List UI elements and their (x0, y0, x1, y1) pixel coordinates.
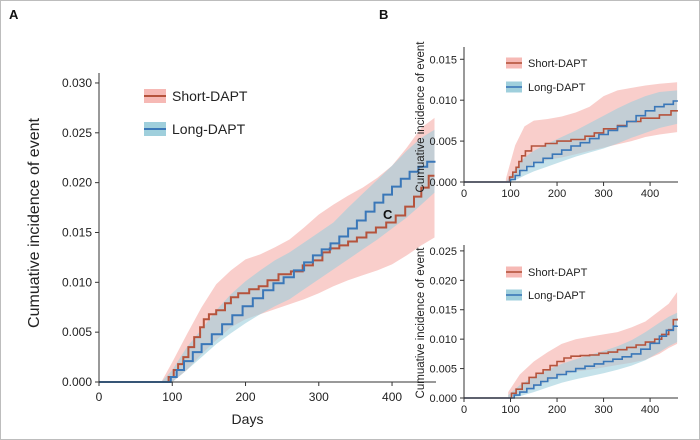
y-tick-label: 0.025 (62, 126, 92, 140)
y-tick-label: 0.025 (429, 246, 457, 258)
x-tick-label: 400 (641, 188, 659, 200)
panel-b: B 0 100 200 300 400 0.000 0.005 0.010 0.015Cumua… (379, 7, 678, 200)
series-line-short-dapt-c (464, 318, 678, 399)
x-axis-label: Days (232, 411, 264, 427)
x-tick-label: 0 (96, 390, 103, 404)
x-tick-label: 300 (594, 404, 612, 416)
x-tick-label: 0 (461, 404, 467, 416)
y-tick-label: 0.015 (62, 225, 92, 239)
y-tick-label: 0.005 (429, 364, 457, 376)
legend-label-long-dapt: Long-DAPT (528, 290, 586, 302)
y-axis-label: Cumuative incidence of event (415, 247, 427, 399)
panel-c: C 0 100 200 300 400 0.000 0.005 0.010 0.015 0.020… (383, 207, 678, 416)
x-tick-label: 100 (501, 188, 519, 200)
y-axis-label: Cumuative incidence of event (26, 118, 43, 328)
series-line-long-dapt-c (464, 325, 678, 399)
panel-c-letter: C (383, 207, 393, 222)
y-tick-label: 0.005 (429, 136, 457, 148)
series-line-long-dapt-b (464, 100, 678, 183)
x-tick-label: 200 (236, 390, 256, 404)
x-tick-label: 300 (594, 188, 612, 200)
legend-label-long-dapt: Long-DAPT (528, 82, 586, 94)
band-long-dapt-a (161, 129, 435, 382)
y-tick-label: 0.030 (62, 76, 92, 90)
x-tick-label: 200 (548, 404, 566, 416)
series-line-long-dapt-a (99, 160, 436, 383)
y-tick-label: 0.010 (62, 275, 92, 289)
y-tick-label: 0.000 (429, 393, 457, 405)
panel-a: A 0 100 200 300 400 0.000 0.005 0.010 0.015 0.020… (9, 7, 436, 427)
y-axis-label: Cumuative incidence of event (415, 41, 427, 193)
x-tick-label: 400 (382, 390, 402, 404)
y-tick-label: 0.015 (429, 305, 457, 317)
legend-label-short-dapt: Short-DAPT (172, 88, 248, 104)
y-tick-label: 0.000 (429, 177, 457, 189)
panel-b-letter: B (379, 7, 388, 22)
y-tick-label: 0.005 (62, 325, 92, 339)
y-tick-label: 0.020 (429, 275, 457, 287)
panel-a-letter: A (9, 7, 19, 22)
x-tick-label: 300 (309, 390, 329, 404)
legend-label-short-dapt: Short-DAPT (528, 267, 588, 279)
y-tick-label: 0.015 (429, 54, 457, 66)
y-tick-label: 0.010 (429, 334, 457, 346)
series-line-short-dapt-b (464, 110, 678, 183)
legend-label-short-dapt: Short-DAPT (528, 58, 588, 70)
x-tick-label: 100 (162, 390, 182, 404)
x-tick-label: 100 (501, 404, 519, 416)
legend-label-long-dapt: Long-DAPT (172, 121, 246, 137)
y-tick-label: 0.000 (62, 375, 92, 389)
series-line-short-dapt-a (99, 174, 435, 383)
y-tick-label: 0.020 (62, 176, 92, 190)
x-tick-label: 400 (641, 404, 659, 416)
x-tick-label: 200 (548, 188, 566, 200)
y-tick-label: 0.010 (429, 95, 457, 107)
x-tick-label: 0 (461, 188, 467, 200)
